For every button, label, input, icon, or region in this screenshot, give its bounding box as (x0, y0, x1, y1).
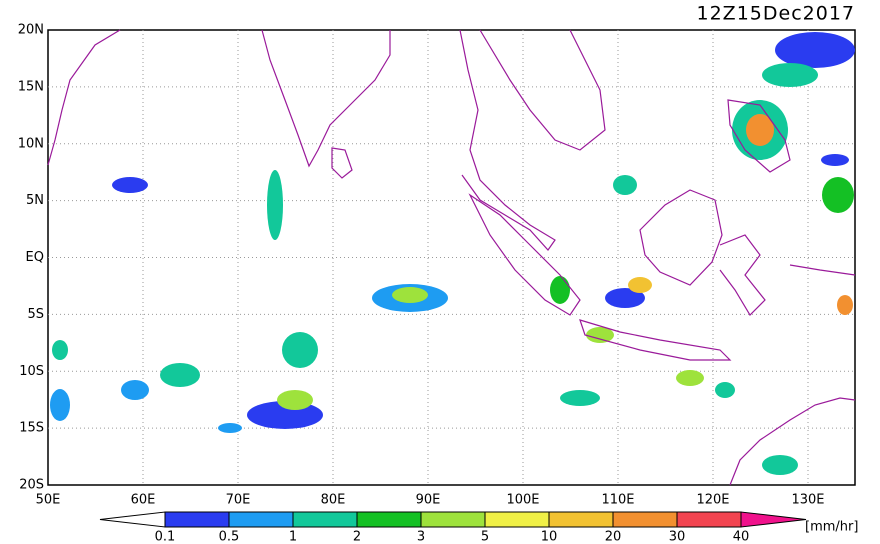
colorbar-arrow (740, 511, 807, 528)
colorbar-label: 40 (733, 530, 750, 544)
colorbar: 0.1 0.5 1 2 3 5 10 20 30 40 (99, 511, 807, 544)
coastline (479, 29, 606, 151)
rain-area (112, 177, 148, 193)
colorbar-label: 10 (541, 530, 558, 544)
lat-label: 15N (18, 79, 44, 94)
coastline (47, 29, 121, 166)
rain-area (628, 277, 652, 293)
colorbar-segment (484, 511, 550, 528)
colorbar-label: 0.1 (155, 530, 176, 544)
coastline (789, 264, 856, 276)
lat-label: 10N (18, 136, 44, 151)
colorbar-segment (292, 511, 358, 528)
rain-area (550, 276, 570, 304)
rain-area (822, 177, 854, 213)
lat-label: 5N (26, 193, 44, 208)
lat-label: 5S (27, 307, 44, 322)
colorbar-label: 20 (605, 530, 622, 544)
coastline (729, 397, 856, 486)
map-frame (47, 29, 856, 486)
colorbar-segment (548, 511, 614, 528)
precipitation (50, 32, 855, 475)
lat-label: 15S (19, 421, 44, 436)
colorbar-segment (676, 511, 742, 528)
rain-area (762, 63, 818, 87)
coastline (331, 147, 353, 179)
lon-label: 100E (506, 493, 539, 508)
rain-area (605, 288, 645, 308)
coastlines (47, 29, 856, 486)
rain-area (746, 114, 774, 146)
rain-area (762, 455, 798, 475)
rain-area (837, 295, 853, 315)
rain-area (121, 380, 149, 400)
rain-area (218, 423, 242, 433)
coastline (639, 189, 723, 286)
lat-label: 10S (19, 364, 44, 379)
colorbar-segment (420, 511, 486, 528)
colorbar-label: 2 (353, 530, 361, 544)
coastline (719, 234, 766, 316)
rain-area (821, 154, 849, 166)
rain-area (775, 32, 855, 68)
rain-area (392, 287, 428, 303)
rain-area (267, 170, 283, 240)
lon-label: 70E (226, 493, 251, 508)
colorbar-label: 3 (417, 530, 425, 544)
colorbar-unit: [mm/hr] (805, 520, 858, 535)
colorbar-label: 1 (289, 530, 297, 544)
rain-area (586, 327, 614, 343)
lat-label: 20S (19, 478, 44, 493)
coastline (727, 99, 791, 173)
lon-label: 120E (696, 493, 729, 508)
colorbar-segment (164, 511, 230, 528)
colorbar-arrow (99, 511, 166, 528)
coastline (468, 193, 581, 316)
colorbar-segment (356, 511, 422, 528)
colorbar-segment (228, 511, 294, 528)
map-title: 12Z15Dec2017 (697, 3, 856, 25)
lon-label: 60E (131, 493, 156, 508)
lat-label: EQ (26, 250, 44, 265)
lon-label: 50E (36, 493, 61, 508)
lon-label: 90E (416, 493, 441, 508)
rain-area (613, 175, 637, 195)
coastline (261, 29, 391, 168)
rain-area (676, 370, 704, 386)
colorbar-label: 5 (481, 530, 489, 544)
lon-label: 80E (321, 493, 346, 508)
lat-label: 20N (18, 23, 44, 38)
rain-area (715, 382, 735, 398)
rain-area (50, 389, 70, 421)
grid (48, 30, 855, 485)
lon-label: 110E (601, 493, 634, 508)
colorbar-label: 0.5 (219, 530, 240, 544)
coastline (579, 319, 732, 361)
rain-area (52, 340, 68, 360)
rain-area (282, 332, 318, 368)
coastline (459, 29, 556, 251)
rain-area (160, 363, 200, 387)
lon-label: 130E (791, 493, 824, 508)
colorbar-label: 30 (669, 530, 686, 544)
colorbar-segment (612, 511, 678, 528)
rain-area (277, 390, 313, 410)
rain-area (560, 390, 600, 406)
